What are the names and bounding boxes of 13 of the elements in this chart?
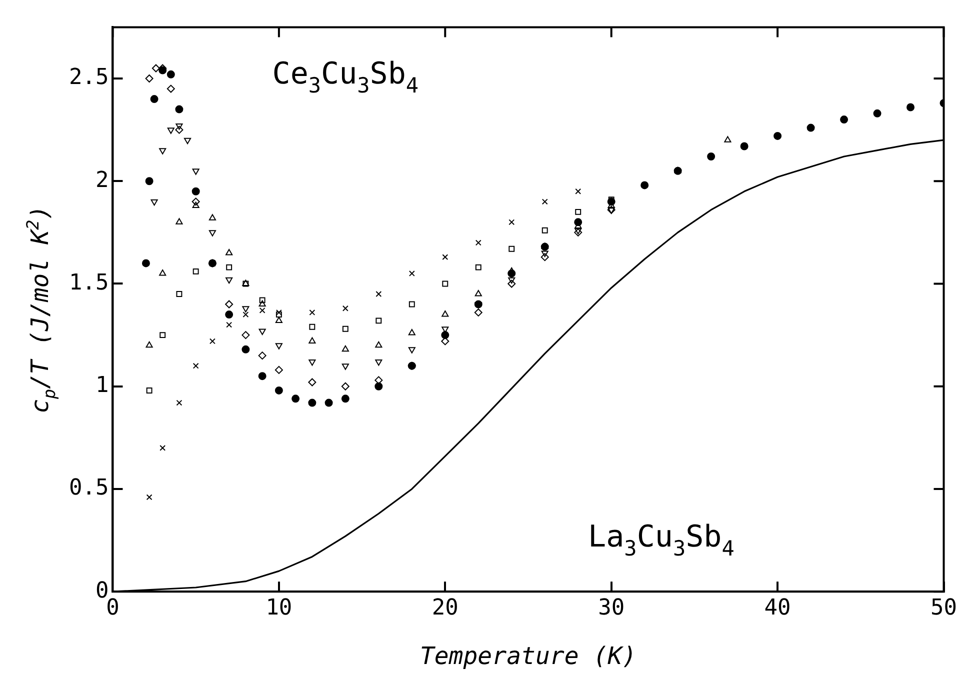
x-axis-title: Temperature (K)	[420, 642, 637, 670]
y-tick-label: 0.5	[68, 476, 109, 501]
x-tick-label: 20	[432, 596, 458, 621]
y-tick-label: 0	[95, 578, 109, 604]
y-axis-title: cp/T (J/mol K2)	[22, 205, 60, 414]
y-tick-label: 2	[95, 168, 109, 193]
x-tick-label: 10	[266, 596, 292, 621]
y-tick-label: 1	[95, 373, 109, 398]
x-tick-label: 50	[930, 596, 958, 621]
y-tick-label: 2.5	[68, 65, 109, 90]
x-tick-label: 30	[598, 596, 625, 621]
y-tick-label: 1.5	[68, 270, 109, 296]
x-tick-label: 40	[764, 596, 791, 621]
